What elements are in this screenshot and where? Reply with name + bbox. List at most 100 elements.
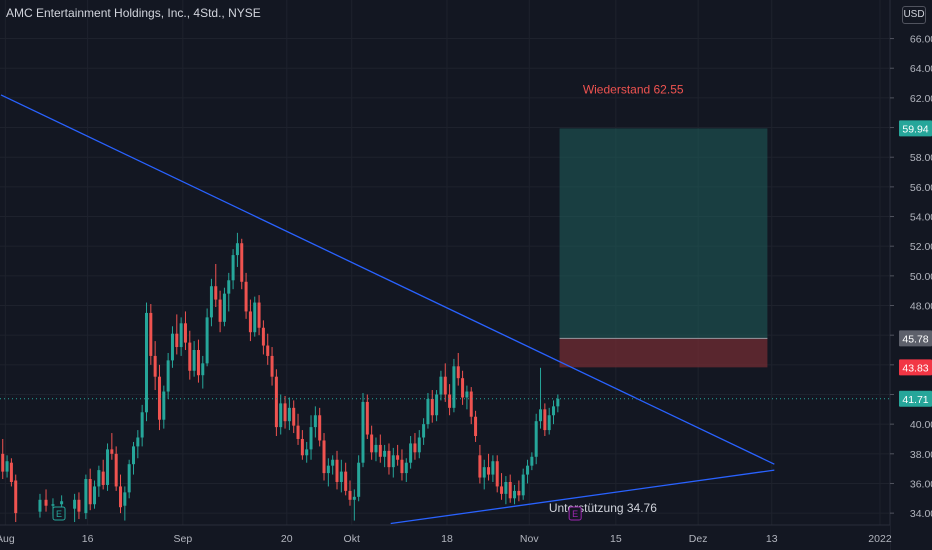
candle <box>253 296 257 337</box>
candle <box>556 394 560 413</box>
candle-body <box>170 333 174 361</box>
candle-body <box>391 455 395 468</box>
candle-body <box>517 490 521 496</box>
candle-body <box>218 299 222 322</box>
candle <box>93 480 97 509</box>
chart-title: AMC Entertainment Holdings, Inc., 4Std.,… <box>6 6 261 20</box>
candle-body <box>231 255 235 281</box>
currency-selector[interactable]: USD <box>902 6 926 24</box>
candle-body <box>279 403 283 428</box>
candle-body <box>439 376 443 395</box>
candle-body <box>205 317 209 364</box>
y-tick-label: 34.00 <box>910 508 932 520</box>
candle-body <box>404 462 408 474</box>
price-badge-label: 41.71 <box>902 394 928 406</box>
candle-body <box>534 421 538 457</box>
candle <box>305 441 309 463</box>
y-tick-label: 64.00 <box>910 63 932 75</box>
x-tick-label: 20 <box>281 533 293 545</box>
y-axis-bg <box>890 0 932 550</box>
candle <box>114 446 118 491</box>
earnings-event-icon: E <box>52 506 66 521</box>
candle <box>183 311 187 350</box>
candle-body <box>348 490 352 500</box>
candle <box>257 295 261 336</box>
candle-body <box>51 504 55 506</box>
candle-body <box>110 449 114 454</box>
candle-body <box>430 398 434 416</box>
price-badge-label: 59.94 <box>902 123 928 135</box>
candle <box>266 333 270 365</box>
candle-body <box>136 437 140 447</box>
candle <box>348 480 352 506</box>
candle <box>552 400 556 425</box>
candle <box>44 489 48 512</box>
candle-body <box>283 403 287 422</box>
stop-zone <box>559 338 768 368</box>
y-tick-label: 58.00 <box>910 152 932 164</box>
candle-body <box>339 471 343 482</box>
candle-body <box>461 378 465 398</box>
candle-body <box>119 486 123 508</box>
candle <box>357 455 361 502</box>
candle <box>482 459 486 490</box>
candle <box>374 437 378 462</box>
candle-body <box>547 415 551 431</box>
candle-body <box>266 345 270 356</box>
candle <box>222 287 226 327</box>
price-badge-bg <box>899 359 932 376</box>
candle-body <box>552 406 556 416</box>
candle <box>361 393 365 468</box>
candle-body <box>88 479 92 505</box>
candle <box>292 400 296 434</box>
candle-body <box>214 286 218 300</box>
event-label: E <box>572 509 578 519</box>
candle <box>391 447 395 478</box>
x-tick-label: Dez <box>689 533 708 545</box>
price-badge-bg <box>899 120 932 137</box>
x-axis: Aug 16 Sep 20 Okt 18 Nov 15 Dez 13 2022 <box>0 524 892 550</box>
candle <box>270 347 274 386</box>
candle <box>452 358 456 413</box>
candle-body <box>326 465 330 474</box>
candle-body <box>201 363 205 376</box>
price-badge-last: 41.71 <box>899 390 932 407</box>
candle-body <box>248 311 252 333</box>
x-tick-label: Aug <box>0 533 15 545</box>
candle-body <box>478 455 482 478</box>
candle-body <box>274 376 278 428</box>
candle <box>435 390 439 422</box>
candle-body <box>144 312 148 413</box>
candle-body <box>456 366 460 379</box>
candle-body <box>352 496 356 500</box>
candle <box>231 249 235 290</box>
candle-body <box>426 398 430 425</box>
candle <box>218 290 222 333</box>
candle <box>313 406 317 438</box>
candle-body <box>101 471 105 485</box>
candle-body <box>73 499 77 509</box>
candle-body <box>313 415 317 428</box>
candle <box>491 455 495 482</box>
candle <box>205 308 209 367</box>
candle-body <box>452 366 456 408</box>
candle-body <box>227 280 231 294</box>
candle <box>9 458 13 487</box>
annotation-label: Wiederstand 62.55 <box>583 83 684 97</box>
candle-body <box>296 425 300 439</box>
y-tick-label: 52.00 <box>910 241 932 253</box>
candle <box>131 441 135 475</box>
y-tick-label: 54.00 <box>910 212 932 224</box>
candle <box>14 474 18 523</box>
candle-body <box>491 461 495 475</box>
candle <box>439 370 443 401</box>
candle <box>331 455 335 475</box>
candle-body <box>383 450 387 457</box>
candle-body <box>344 471 348 491</box>
candle <box>77 492 81 520</box>
candle-body <box>318 415 322 441</box>
candle <box>504 476 508 505</box>
candle-body <box>387 450 391 468</box>
candle-body <box>140 412 144 438</box>
